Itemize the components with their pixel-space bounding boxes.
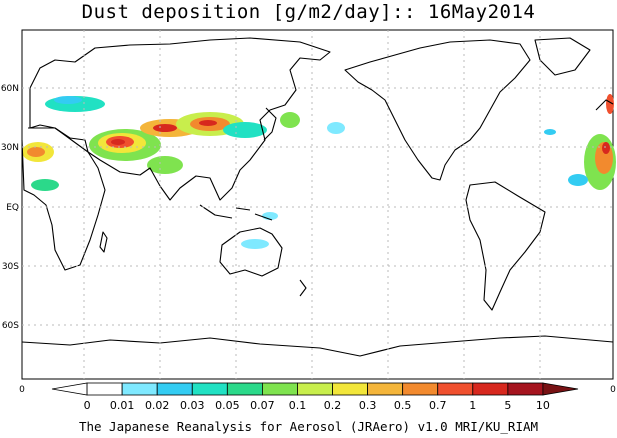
lat-label-60s: 60S (2, 321, 19, 331)
colorbar-segment (51, 382, 88, 396)
colorbar-segment (121, 382, 158, 396)
colorbar-label: 0.1 (289, 399, 307, 412)
corner-label-right: 0 (610, 385, 616, 395)
latitude-grid (22, 30, 613, 379)
colorbar-segment (226, 382, 263, 396)
colorbar-segment (261, 382, 298, 396)
land-outlines (21, 37, 614, 357)
colorbar-label: 10 (536, 399, 550, 412)
data-source-caption: The Japanese Reanalysis for Aerosol (JRA… (78, 419, 539, 434)
colorbar-segment (86, 382, 123, 396)
corner-label-left: 0 (19, 385, 25, 395)
colorbar-label: 0.05 (215, 399, 240, 412)
lat-label-60n: 60N (1, 84, 19, 94)
lat-label-30s: 30S (2, 262, 19, 272)
colorbar-label: 0.01 (110, 399, 135, 412)
colorbar-label: 0 (84, 399, 91, 412)
dust-deposition-field (22, 94, 616, 249)
colorbar-segment (402, 382, 439, 396)
colorbar-segment (542, 382, 579, 396)
colorbar-label: 1 (469, 399, 476, 412)
map-frame (21, 29, 614, 380)
colorbar-segment (507, 382, 544, 396)
colorbar-segment (156, 382, 193, 396)
colorbar-segment (332, 382, 368, 396)
lat-label-30n: 30N (1, 143, 19, 153)
colorbar-segment (472, 382, 509, 396)
map-title: Dust deposition [g/m2/day]:: 16May2014 (81, 1, 536, 23)
colorbar-segment (437, 382, 474, 396)
colorbar-segment (191, 382, 228, 396)
lat-label-eq: EQ (6, 203, 19, 213)
colorbar-label: 0.07 (250, 399, 275, 412)
colorbar-label: 0.2 (324, 399, 342, 412)
colorbar-label: 5 (504, 399, 511, 412)
colorbar (51, 382, 579, 396)
colorbar-label: 0.02 (145, 399, 170, 412)
colorbar-label: 0.7 (429, 399, 447, 412)
colorbar-label: 0.5 (394, 399, 412, 412)
colorbar-label: 0.03 (180, 399, 205, 412)
colorbar-label: 0.3 (359, 399, 377, 412)
colorbar-segment (367, 382, 404, 396)
colorbar-labels: 0 0.01 0.02 0.03 0.05 0.07 0.1 0.2 0.3 0.5 0.7 1 5 10 (84, 399, 550, 412)
colorbar-segment (297, 382, 333, 396)
